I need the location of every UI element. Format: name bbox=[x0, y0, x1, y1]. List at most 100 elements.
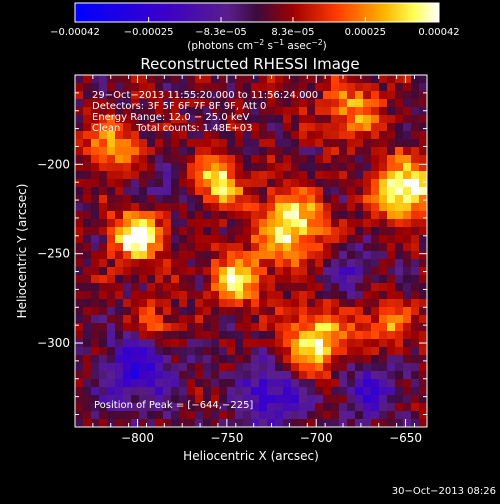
heatmap-cell bbox=[83, 91, 92, 100]
heatmap-cell bbox=[139, 91, 148, 100]
heatmap-cell bbox=[411, 227, 420, 236]
heatmap-cell bbox=[291, 307, 300, 316]
heatmap-cell bbox=[395, 323, 404, 332]
heatmap-cell bbox=[203, 123, 212, 132]
heatmap-cell bbox=[243, 131, 252, 140]
heatmap-cell bbox=[403, 267, 412, 276]
heatmap-cell bbox=[323, 419, 332, 428]
heatmap-cell bbox=[323, 163, 332, 172]
heatmap-cell bbox=[363, 163, 372, 172]
heatmap-cell bbox=[163, 235, 172, 244]
heatmap-cell bbox=[379, 115, 388, 124]
heatmap-cell bbox=[211, 163, 220, 172]
heatmap-cell bbox=[115, 219, 124, 228]
heatmap-cell bbox=[243, 115, 252, 124]
heatmap-cell bbox=[275, 379, 284, 388]
heatmap-cell bbox=[363, 179, 372, 188]
heatmap-cell bbox=[323, 139, 332, 148]
heatmap-cell bbox=[75, 75, 84, 84]
heatmap-cell bbox=[299, 243, 308, 252]
heatmap-cell bbox=[339, 251, 348, 260]
heatmap-cell bbox=[371, 307, 380, 316]
heatmap-cell bbox=[155, 339, 164, 348]
heatmap-cell bbox=[123, 339, 132, 348]
heatmap-cell bbox=[259, 227, 268, 236]
heatmap-cell bbox=[363, 363, 372, 372]
heatmap-cell bbox=[267, 259, 276, 268]
heatmap-cell bbox=[299, 155, 308, 164]
heatmap-cell bbox=[347, 403, 356, 412]
heatmap-cell bbox=[123, 283, 132, 292]
heatmap-cell bbox=[203, 371, 212, 380]
heatmap-cell bbox=[259, 347, 268, 356]
heatmap-cell bbox=[243, 123, 252, 132]
heatmap-cell bbox=[275, 91, 284, 100]
heatmap-cell bbox=[163, 91, 172, 100]
heatmap-cell bbox=[139, 419, 148, 428]
heatmap-cell bbox=[171, 395, 180, 404]
heatmap-cell bbox=[347, 227, 356, 236]
heatmap-cell bbox=[291, 139, 300, 148]
heatmap-cell bbox=[299, 203, 308, 212]
heatmap-cell bbox=[403, 147, 412, 156]
heatmap-cell bbox=[347, 291, 356, 300]
heatmap-cell bbox=[91, 379, 100, 388]
heatmap-cell bbox=[259, 323, 268, 332]
heatmap-cell bbox=[219, 307, 228, 316]
heatmap-cell bbox=[147, 235, 156, 244]
heatmap-cell bbox=[187, 187, 196, 196]
heatmap-cell bbox=[219, 171, 228, 180]
heatmap-cell bbox=[123, 131, 132, 140]
heatmap-cell bbox=[219, 355, 228, 364]
heatmap-cell bbox=[155, 299, 164, 308]
heatmap-cell bbox=[283, 371, 292, 380]
heatmap-cell bbox=[83, 379, 92, 388]
heatmap-cell bbox=[179, 219, 188, 228]
heatmap-cell bbox=[171, 195, 180, 204]
heatmap-cell bbox=[291, 363, 300, 372]
heatmap-cell bbox=[251, 339, 260, 348]
heatmap-cell bbox=[187, 259, 196, 268]
heatmap-cell bbox=[91, 251, 100, 260]
heatmap-cell bbox=[91, 275, 100, 284]
heatmap-cell bbox=[219, 275, 228, 284]
heatmap-cell bbox=[115, 259, 124, 268]
heatmap-cell bbox=[227, 411, 236, 420]
heatmap-cell bbox=[371, 291, 380, 300]
heatmap-cell bbox=[403, 163, 412, 172]
heatmap-cell bbox=[131, 179, 140, 188]
heatmap-cell bbox=[371, 91, 380, 100]
heatmap-cell bbox=[243, 267, 252, 276]
heatmap-cell bbox=[259, 203, 268, 212]
heatmap-cell bbox=[419, 187, 428, 196]
heatmap-cell bbox=[363, 259, 372, 268]
heatmap-cell bbox=[227, 259, 236, 268]
heatmap-cell bbox=[411, 123, 420, 132]
heatmap-cell bbox=[299, 227, 308, 236]
heatmap-cell bbox=[123, 363, 132, 372]
heatmap-cell bbox=[315, 211, 324, 220]
colorbar-tick-label: −8.3e−05 bbox=[195, 27, 247, 38]
heatmap-cell bbox=[291, 299, 300, 308]
heatmap-cell bbox=[163, 107, 172, 116]
heatmap-cell bbox=[179, 379, 188, 388]
heatmap-cell bbox=[243, 179, 252, 188]
heatmap-cell bbox=[363, 219, 372, 228]
x-tick-label: −700 bbox=[300, 431, 333, 445]
heatmap-cell bbox=[131, 211, 140, 220]
heatmap-cell bbox=[251, 355, 260, 364]
heatmap-cell bbox=[99, 403, 108, 412]
heatmap-cell bbox=[395, 379, 404, 388]
heatmap-cell bbox=[227, 123, 236, 132]
heatmap-cell bbox=[275, 267, 284, 276]
heatmap-cell bbox=[291, 75, 300, 84]
heatmap-cell bbox=[171, 275, 180, 284]
heatmap-cell bbox=[411, 379, 420, 388]
heatmap-cell bbox=[131, 123, 140, 132]
heatmap-cell bbox=[307, 83, 316, 92]
heatmap-cell bbox=[315, 403, 324, 412]
heatmap-cell bbox=[139, 171, 148, 180]
heatmap-cell bbox=[195, 291, 204, 300]
heatmap-cell bbox=[147, 291, 156, 300]
heatmap-cell bbox=[147, 195, 156, 204]
